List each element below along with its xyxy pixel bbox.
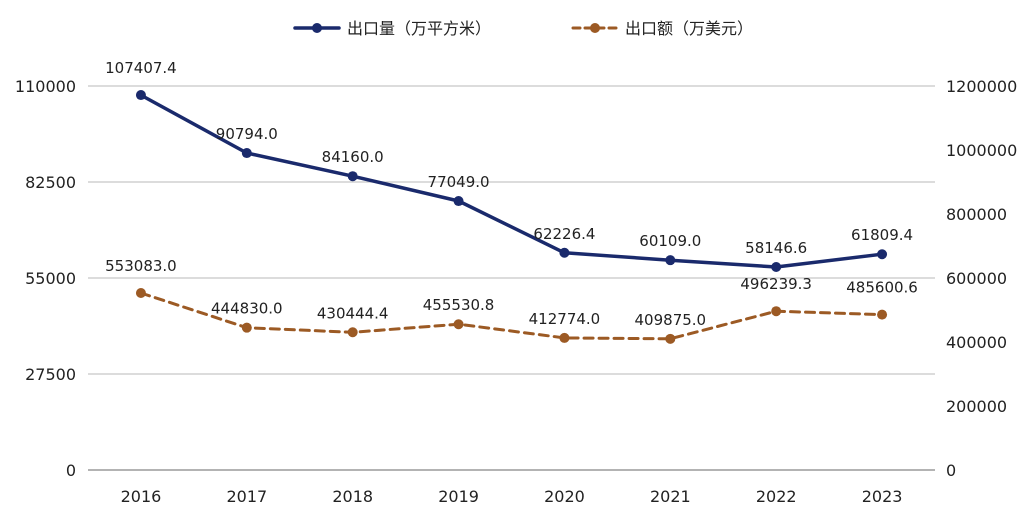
series-1-point [347, 171, 358, 182]
series-2-point [665, 333, 676, 344]
series-1: 107407.4 90794.0 84160.0 77049.0 62226.4 6010… [105, 59, 913, 273]
series-2-point [771, 306, 782, 317]
series-2-point [559, 332, 570, 343]
series-2: 553083.0 444830.0 430444.4 455530.8 412774.0… [105, 257, 918, 344]
series-1-point [559, 247, 570, 258]
series-2-data-label: 455530.8 [423, 296, 495, 314]
series-1-point [241, 148, 252, 159]
legend-item-2: 出口额（万美元） [571, 19, 753, 38]
series-1-data-label: 107407.4 [105, 59, 177, 77]
left-axis-tick-label: 110000 [15, 77, 76, 96]
series-2-point [135, 288, 146, 299]
series-2-data-label: 430444.4 [317, 304, 389, 322]
left-axis-tick-label: 0 [66, 461, 76, 480]
series-2-point [453, 319, 464, 330]
gridlines [88, 85, 935, 471]
series-2-data-label: 485600.6 [846, 279, 918, 297]
left-axis-tick-label: 82500 [25, 173, 76, 192]
series-1-point [665, 255, 676, 266]
x-axis-tick-label: 2023 [862, 487, 903, 506]
series-2-point [241, 322, 252, 333]
right-y-axis: 0 200000 400000 600000 800000 1000000 1200000 [946, 77, 1017, 480]
series-2-data-label: 496239.3 [740, 275, 812, 293]
right-axis-tick-label: 800000 [946, 205, 1007, 224]
right-axis-tick-label: 0 [946, 461, 956, 480]
series-1-data-label: 90794.0 [216, 125, 278, 143]
series-1-point [771, 262, 782, 273]
legend-swatch-marker [590, 23, 600, 33]
series-1-data-label: 61809.4 [851, 226, 913, 244]
x-axis-tick-label: 2016 [121, 487, 162, 506]
series-1-point [135, 90, 146, 101]
series-1-data-label: 58146.6 [745, 239, 807, 257]
right-axis-tick-label: 600000 [946, 269, 1007, 288]
x-axis-tick-label: 2018 [332, 487, 373, 506]
series-2-data-label: 412774.0 [529, 310, 601, 328]
x-axis-tick-label: 2017 [226, 487, 267, 506]
left-axis-tick-label: 55000 [25, 269, 76, 288]
series-2-data-label: 409875.0 [635, 311, 707, 329]
series-layer: 107407.4 90794.0 84160.0 77049.0 62226.4 6010… [105, 59, 918, 344]
series-2-point [347, 327, 358, 338]
x-axis-tick-label: 2022 [756, 487, 797, 506]
x-axis-tick-label: 2021 [650, 487, 691, 506]
legend-label: 出口额（万美元） [625, 19, 753, 38]
series-2-data-label: 553083.0 [105, 257, 177, 275]
series-2-point [877, 309, 888, 320]
series-1-point [453, 196, 464, 207]
right-axis-tick-label: 200000 [946, 397, 1007, 416]
right-axis-tick-label: 400000 [946, 333, 1007, 352]
series-1-point [877, 249, 888, 260]
left-axis-tick-label: 27500 [25, 365, 76, 384]
x-axis: 2016 2017 2018 2019 2020 2021 2022 2023 [121, 487, 903, 506]
series-1-data-label: 60109.0 [639, 232, 701, 250]
left-y-axis: 0 27500 55000 82500 110000 [15, 77, 76, 480]
series-2-line [139, 291, 884, 341]
x-axis-tick-label: 2019 [438, 487, 479, 506]
right-axis-tick-label: 1200000 [946, 77, 1017, 96]
series-1-data-label: 77049.0 [428, 173, 490, 191]
x-axis-tick-label: 2020 [544, 487, 585, 506]
series-1-data-label: 62226.4 [533, 225, 595, 243]
legend-swatch-marker [312, 23, 322, 33]
legend-label: 出口量（万平方米） [347, 19, 491, 38]
series-1-line [139, 93, 884, 269]
series-2-data-label: 444830.0 [211, 300, 283, 318]
legend-item-1: 出口量（万平方米） [293, 19, 491, 38]
right-axis-tick-label: 1000000 [946, 141, 1017, 160]
legend: 出口量（万平方米） 出口额（万美元） [293, 19, 753, 38]
series-1-data-label: 84160.0 [322, 148, 384, 166]
